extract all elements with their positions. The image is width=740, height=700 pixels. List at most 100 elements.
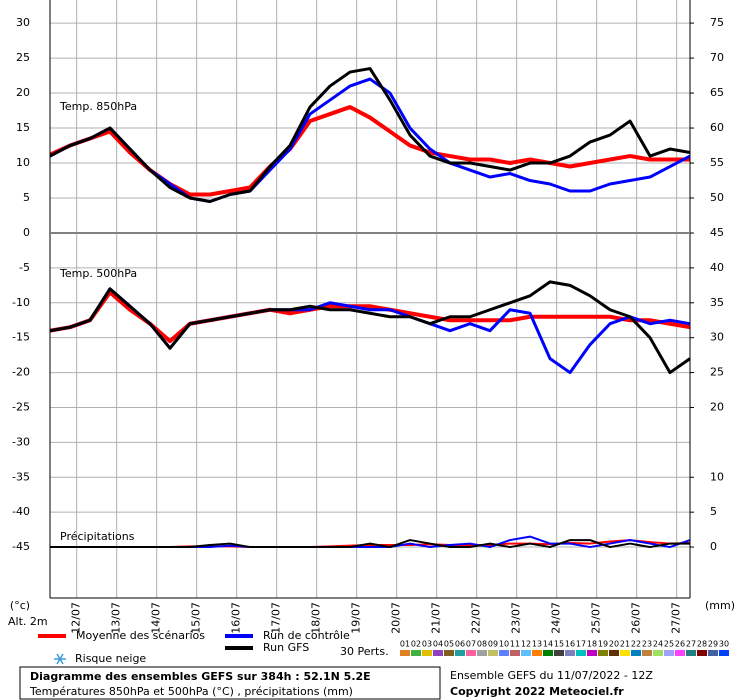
pert-swatch <box>400 650 410 656</box>
y2-tick-label: 25 <box>710 366 724 379</box>
pert-swatch <box>510 650 520 656</box>
pert-label: 30 <box>719 640 729 649</box>
panel-title: Précipitations <box>60 530 135 543</box>
x-tick-label: 15/07 <box>190 602 203 634</box>
pert-swatch <box>697 650 707 656</box>
footer-run: Ensemble GEFS du 11/07/2022 - 12Z <box>450 669 653 682</box>
pert-label: 18 <box>587 640 597 649</box>
footer-box <box>19 666 441 700</box>
pert-label: 13 <box>532 640 542 649</box>
pert-swatch <box>554 650 564 656</box>
y-tick-label: -5 <box>19 261 30 274</box>
y2-tick-label: 10 <box>710 470 724 483</box>
pert-label: 29 <box>708 640 718 649</box>
snow-label: Risque neige <box>75 652 146 665</box>
legend-label: Run GFS <box>263 641 309 654</box>
snow-icon <box>54 653 66 665</box>
x-tick-label: 12/07 <box>70 602 83 634</box>
pert-label: 15 <box>554 640 564 649</box>
pert-label: 12 <box>521 640 531 649</box>
pert-label: 01 <box>400 640 410 649</box>
pert-swatch <box>620 650 630 656</box>
y2-tick-label: 20 <box>710 400 724 413</box>
x-tick-label: 18/07 <box>310 602 323 634</box>
pert-swatch <box>686 650 696 656</box>
footer-copyright: Copyright 2022 Meteociel.fr <box>450 685 624 698</box>
pert-swatch <box>719 650 729 656</box>
footer-subtitle: Températures 850hPa et 500hPa (°C) , pré… <box>29 685 353 698</box>
pert-swatch <box>609 650 619 656</box>
pert-label: 24 <box>653 640 663 649</box>
y2-tick-label: 65 <box>710 86 724 99</box>
pert-label: 11 <box>510 640 520 649</box>
legend-label: Moyenne des scénarios <box>76 629 205 642</box>
perts-label: 30 Perts. <box>340 645 389 658</box>
y-tick-label: -20 <box>12 366 30 379</box>
x-tick-label: 24/07 <box>550 602 563 634</box>
pert-swatch <box>653 650 663 656</box>
y-tick-label: -35 <box>12 470 30 483</box>
x-tick-label: 16/07 <box>230 602 243 634</box>
y2-tick-label: 50 <box>710 191 724 204</box>
pert-swatch <box>642 650 652 656</box>
panel-title: Temp. 500hPa <box>59 267 137 280</box>
x-tick-label: 23/07 <box>510 602 523 634</box>
y-tick-label: -40 <box>12 505 30 518</box>
y-unit: (°c) <box>10 599 30 612</box>
x-tick-label: 19/07 <box>350 602 363 634</box>
y-tick-label: -45 <box>12 540 30 553</box>
pert-label: 25 <box>664 640 674 649</box>
legend-label: Run de contrôle <box>263 629 350 642</box>
y-tick-label: 5 <box>23 191 30 204</box>
y2-tick-label: 70 <box>710 51 724 64</box>
pert-label: 17 <box>576 640 586 649</box>
pert-label: 06 <box>455 640 465 649</box>
pert-swatch <box>521 650 531 656</box>
pert-label: 23 <box>642 640 652 649</box>
pert-swatch <box>499 650 509 656</box>
y2-tick-label: 55 <box>710 156 724 169</box>
pert-label: 07 <box>466 640 476 649</box>
pert-swatch <box>565 650 575 656</box>
x-tick-label: 21/07 <box>430 602 443 634</box>
panel-title: Temp. 850hPa <box>59 100 137 113</box>
y2-tick-label: 45 <box>710 226 724 239</box>
y-tick-label: 10 <box>16 156 30 169</box>
x-tick-label: 17/07 <box>270 602 283 634</box>
pert-swatch <box>675 650 685 656</box>
pert-swatch <box>587 650 597 656</box>
series-line <box>50 539 690 549</box>
y-tick-label: 0 <box>23 226 30 239</box>
y-tick-label: 20 <box>16 86 30 99</box>
pert-swatch <box>708 650 718 656</box>
pert-label: 09 <box>488 640 498 649</box>
pert-label: 28 <box>697 640 707 649</box>
y-tick-label: 30 <box>16 16 30 29</box>
series-line <box>49 67 691 204</box>
pert-label: 19 <box>598 640 608 649</box>
pert-swatch <box>631 650 641 656</box>
pert-label: 08 <box>477 640 487 649</box>
pert-label: 10 <box>499 640 509 649</box>
x-tick-label: 25/07 <box>590 602 603 634</box>
y-tick-label: -15 <box>12 331 30 344</box>
y-tick-label: 15 <box>16 121 30 134</box>
pert-label: 02 <box>411 640 421 649</box>
pert-swatch <box>422 650 432 656</box>
x-tick-label: 22/07 <box>470 602 483 634</box>
pert-label: 22 <box>631 640 641 649</box>
pert-swatch <box>455 650 465 656</box>
x-tick-label: 13/07 <box>110 602 123 634</box>
altitude: Alt. 2m <box>8 615 48 628</box>
pert-label: 27 <box>686 640 696 649</box>
pert-swatch <box>444 650 454 656</box>
pert-label: 20 <box>609 640 619 649</box>
pert-label: 21 <box>620 640 630 649</box>
series-line <box>49 280 691 375</box>
y-tick-label: -30 <box>12 435 30 448</box>
x-tick-label: 26/07 <box>630 602 643 634</box>
pert-label: 04 <box>433 640 443 649</box>
y-tick-label: -25 <box>12 400 30 413</box>
x-tick-label: 20/07 <box>390 602 403 634</box>
y2-tick-label: 0 <box>710 540 717 553</box>
